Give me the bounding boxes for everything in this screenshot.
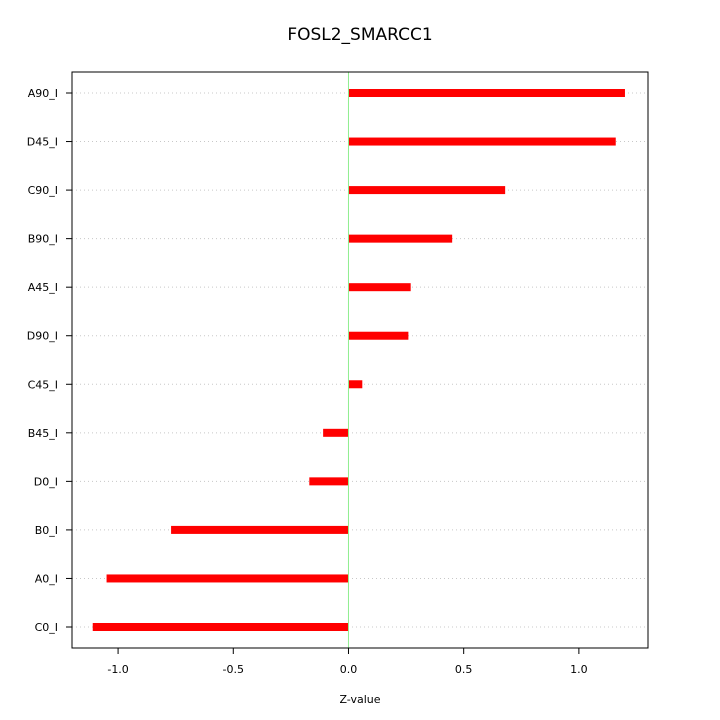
- bar-D45_I: [348, 137, 616, 146]
- chart-title: FOSL2_SMARCC1: [287, 25, 432, 45]
- y-tick-label: C45_I: [28, 378, 58, 391]
- bar-C45_I: [348, 380, 363, 389]
- y-tick-label: B45_I: [28, 427, 58, 440]
- y-tick-label: C0_I: [35, 621, 58, 634]
- y-tick-label: D0_I: [34, 475, 58, 488]
- bar-B45_I: [323, 428, 349, 437]
- plot-frame: [71, 71, 649, 649]
- x-tick-label: 0.5: [455, 663, 473, 676]
- bar-B0_I: [171, 525, 349, 534]
- y-tick-label: C90_I: [28, 184, 58, 197]
- bar-A45_I: [348, 283, 411, 292]
- bar-D0_I: [309, 477, 349, 486]
- y-tick-label: A0_I: [35, 572, 58, 585]
- bar-D90_I: [348, 331, 409, 340]
- y-tick-label: D45_I: [27, 136, 58, 149]
- bar-A90_I: [348, 89, 625, 97]
- x-tick-label: -0.5: [223, 663, 244, 676]
- bar-A0_I: [106, 574, 349, 583]
- grid-lines: [72, 92, 648, 628]
- x-tick-label: -1.0: [107, 663, 128, 676]
- y-tick-label: D90_I: [27, 330, 58, 343]
- x-axis: -1.0 -0.5 0.0 0.5 1.0: [107, 648, 588, 676]
- y-tick-label: B0_I: [35, 524, 58, 537]
- bar-C0_I: [92, 623, 349, 631]
- bar-C90_I: [348, 186, 506, 195]
- x-axis-label: Z-value: [339, 693, 380, 706]
- y-tick-label: A90_I: [28, 87, 58, 100]
- x-tick-label: 1.0: [570, 663, 588, 676]
- y-axis: A90_I D45_I C90_I B90_I A45_I D90_I C45_I B45_I…: [27, 87, 72, 634]
- bars: [92, 89, 625, 631]
- x-tick-label: 0.0: [340, 663, 358, 676]
- y-tick-label: A45_I: [28, 281, 58, 294]
- bar-B90_I: [348, 234, 453, 243]
- y-tick-label: B90_I: [28, 233, 58, 246]
